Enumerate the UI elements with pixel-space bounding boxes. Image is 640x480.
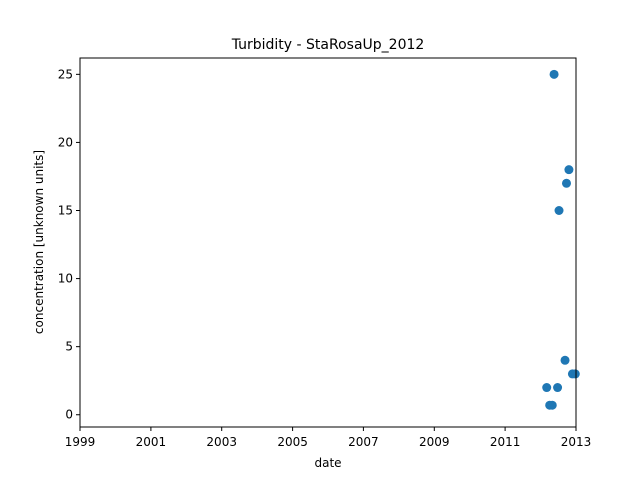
data-point (549, 69, 559, 79)
data-point (547, 400, 557, 410)
data-point (553, 383, 563, 393)
x-tick-label: 2003 (206, 435, 237, 449)
data-point (564, 165, 574, 175)
x-tick-label: 2007 (348, 435, 379, 449)
y-tick-label: 25 (58, 67, 73, 81)
y-tick-label: 5 (65, 340, 73, 354)
y-tick-label: 0 (65, 408, 73, 422)
y-tick-label: 10 (58, 272, 73, 286)
x-tick-label: 2001 (136, 435, 167, 449)
chart-title: Turbidity - StaRosaUp_2012 (231, 37, 425, 53)
x-tick-label: 2005 (277, 435, 308, 449)
x-tick-label: 2013 (561, 435, 592, 449)
plot-frame (79, 57, 577, 428)
data-point (560, 355, 570, 365)
x-tick-label: 1999 (65, 435, 96, 449)
y-axis-label: concentration [unknown units] (32, 150, 46, 334)
x-axis-label: date (314, 456, 341, 470)
data-point (554, 206, 564, 216)
data-point (561, 178, 571, 188)
y-tick-label: 20 (58, 135, 73, 149)
y-axis: 0 5 10 15 20 25 (58, 67, 80, 422)
y-tick-label: 15 (58, 204, 73, 218)
x-axis: 1999 2001 2003 2005 2007 2009 2011 2013 (65, 427, 592, 449)
plot-area (542, 69, 580, 410)
x-tick-label: 2011 (490, 435, 521, 449)
x-tick-label: 2009 (419, 435, 450, 449)
data-point (542, 383, 552, 393)
data-point (570, 369, 580, 379)
